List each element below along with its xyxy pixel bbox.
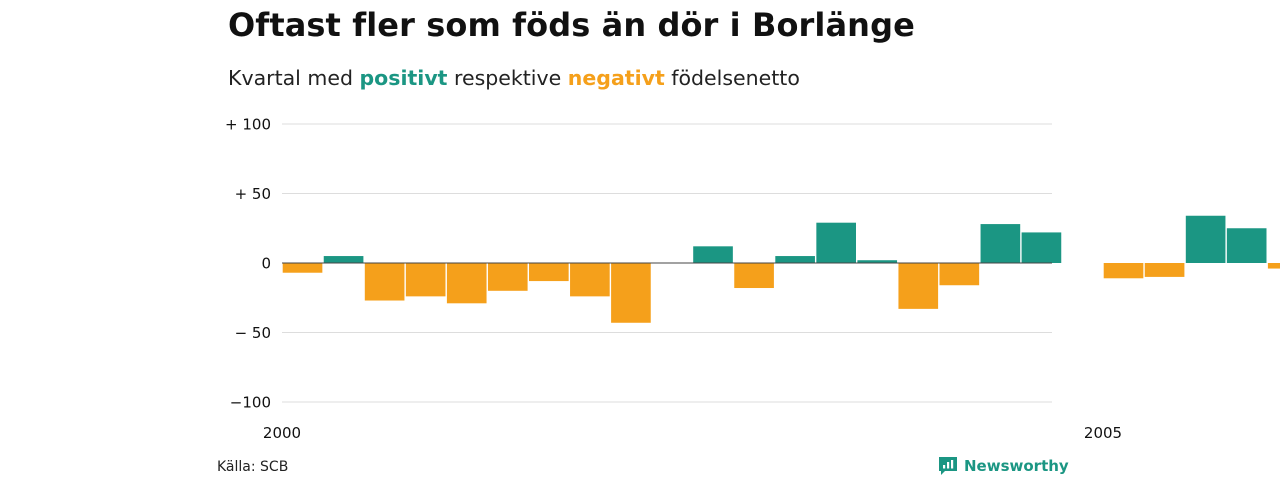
bar [323, 256, 364, 263]
x-axis-ticks: 20002005201020152020 [263, 424, 1122, 442]
newsworthy-icon [939, 457, 957, 475]
bar [939, 263, 980, 286]
y-tick-label: + 50 [235, 185, 271, 203]
bar [857, 260, 898, 263]
bar [282, 263, 323, 273]
x-tick-label: 2000 [263, 424, 301, 442]
bar [611, 263, 651, 323]
chart-title: Oftast fler som föds än dör i Borlänge [228, 6, 915, 44]
bar [446, 263, 487, 304]
chart-subtitle: Kvartal med positivt respektive negativt… [228, 66, 800, 90]
bar [734, 263, 774, 289]
bar [1144, 263, 1185, 277]
bar [364, 263, 405, 301]
y-tick-label: −100 [230, 394, 271, 412]
bar [816, 222, 856, 263]
subtitle-prefix: Kvartal med [228, 66, 360, 90]
bar [898, 263, 939, 309]
bars [282, 215, 1280, 323]
source-note: Källa: SCB [217, 459, 289, 475]
bar [529, 263, 569, 282]
brand-logo: Newsworthy [938, 456, 1069, 476]
bar [980, 224, 1021, 263]
bar [693, 246, 733, 263]
subtitle-middle: respektive [447, 66, 568, 90]
y-tick-label: − 50 [235, 324, 271, 342]
subtitle-positive-word: positivt [359, 66, 448, 90]
brand-name: Newsworthy [964, 457, 1069, 475]
bar [570, 263, 610, 297]
subtitle-suffix: födelsenetto [664, 66, 800, 90]
subtitle-negative-word: negativt [567, 66, 665, 90]
bar [775, 256, 815, 263]
bar [1267, 263, 1280, 269]
y-tick-label: 0 [261, 255, 271, 273]
bar [1185, 215, 1226, 263]
bar [1103, 263, 1144, 279]
bar [487, 263, 528, 291]
x-tick-label: 2005 [1084, 424, 1122, 442]
y-axis-ticks: + 100 + 50 0 − 50 −100 [225, 116, 271, 412]
bar [405, 263, 446, 297]
bar [1226, 228, 1267, 263]
bar [1021, 232, 1062, 263]
y-tick-label: + 100 [225, 116, 271, 134]
